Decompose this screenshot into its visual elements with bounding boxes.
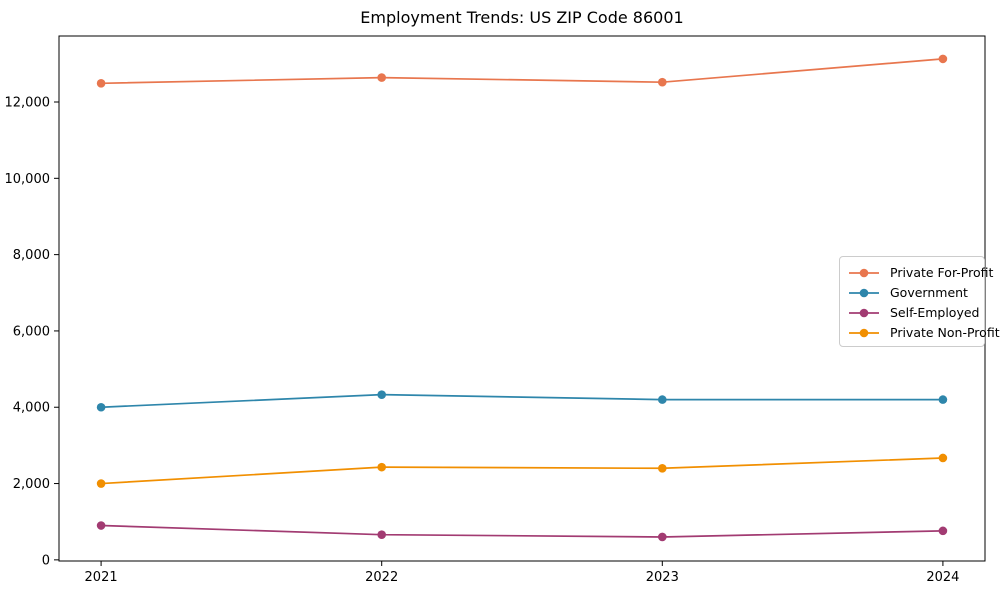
chart-title: Employment Trends: US ZIP Code 86001	[360, 8, 684, 27]
x-tick-label: 2023	[646, 570, 679, 585]
legend-line-marker-icon	[849, 268, 879, 277]
data-point-marker-government	[658, 395, 667, 404]
data-point-marker-private-for-profit	[658, 77, 667, 87]
data-point-marker-private-non-profit	[377, 462, 386, 472]
legend-label: Private Non-Profit	[890, 325, 1000, 340]
legend: Private For-Profit Government Self-Employe…	[839, 256, 1000, 347]
data-point-marker-private-non-profit	[658, 463, 667, 473]
legend-line-marker-icon	[849, 288, 879, 297]
legend-row-self-employed: Self-Employed	[848, 303, 980, 322]
legend-line-marker-icon	[849, 328, 879, 337]
data-point-marker-private-non-profit	[96, 479, 106, 488]
series-line-self-employed	[101, 524, 943, 538]
legend-line-marker-icon	[849, 308, 879, 317]
series-line-private-non-profit	[101, 457, 943, 485]
y-tick-label: 10,000	[5, 172, 51, 187]
data-point-marker-private-non-profit	[938, 453, 948, 463]
y-tick-label: 0	[42, 553, 50, 568]
series-line-private-for-profit	[101, 58, 943, 85]
legend-row-private-for-profit: Private For-Profit	[848, 263, 993, 282]
series-line-government	[101, 393, 943, 409]
y-tick-label: 2,000	[13, 477, 50, 492]
y-tick-label: 12,000	[5, 96, 51, 111]
y-tick-label: 4,000	[13, 401, 50, 416]
y-tick-label: 8,000	[13, 248, 50, 263]
data-point-marker-government	[96, 402, 106, 412]
legend-label: Private For-Profit	[890, 265, 994, 280]
data-point-marker-self-employed	[377, 530, 386, 539]
legend-row-government: Government	[848, 283, 978, 302]
data-point-marker-government	[377, 390, 386, 399]
data-point-marker-private-for-profit	[96, 79, 106, 88]
data-point-marker-self-employed	[96, 521, 106, 530]
y-tick-label: 6,000	[13, 324, 50, 339]
legend-label: Self-Employed	[890, 305, 980, 320]
legend-label: Government	[890, 285, 968, 300]
data-point-marker-private-for-profit	[377, 73, 386, 82]
legend-row-private-non-profit: Private Non-Profit	[848, 323, 1000, 342]
x-tick-label: 2022	[365, 570, 398, 585]
x-tick-label: 2021	[85, 570, 118, 585]
data-point-marker-self-employed	[938, 526, 948, 536]
x-tick-label: 2024	[926, 570, 959, 585]
data-point-marker-self-employed	[658, 532, 667, 542]
data-point-marker-government	[938, 395, 948, 404]
data-point-marker-private-for-profit	[938, 54, 948, 64]
axes-frame	[58, 35, 986, 562]
